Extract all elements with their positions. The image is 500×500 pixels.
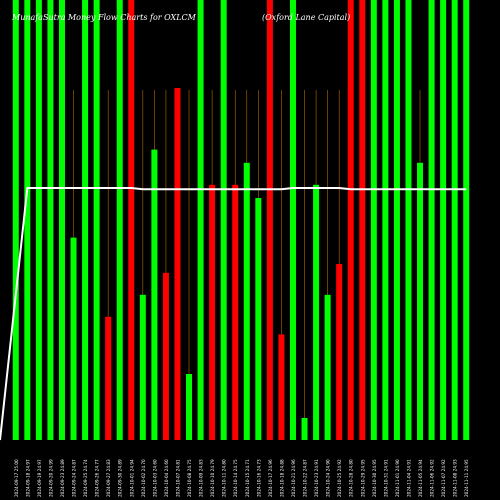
x-tick-label: 2024-10-30 24.95 <box>372 459 377 497</box>
x-tick-label: 2024-10-08 24.75 <box>187 459 192 497</box>
x-tick-label: 2024-09-27 24.83 <box>106 459 111 497</box>
bar-2024-10-18 <box>278 334 285 440</box>
bar-2024-10-11 <box>220 0 227 440</box>
bar-2024-11-08 <box>451 0 458 440</box>
x-tick-label: 2024-10-28 24.80 <box>349 459 354 497</box>
bar-2024-10-10 <box>209 184 216 440</box>
bar-2024-11-04 <box>405 0 412 440</box>
x-tick-label: 2024-11-01 24.90 <box>395 459 400 497</box>
bar-2024-10-07 <box>174 88 181 440</box>
bar-2024-09-25 <box>82 0 89 440</box>
bar-2024-10-14 <box>232 184 239 440</box>
x-tick-label: 2024-10-29 24.95 <box>360 459 365 497</box>
x-tick-label: 2024-10-04 24.60 <box>164 459 169 497</box>
x-tick-label: 2024-10-25 24.92 <box>337 459 342 497</box>
bar-2024-09-20 <box>47 0 54 440</box>
x-tick-label: 2024-11-06 24.92 <box>430 459 435 497</box>
bar-2024-10-24 <box>324 294 331 440</box>
bar-2024-10-22 <box>301 418 308 440</box>
x-tick-label: 2024-10-23 24.91 <box>314 459 319 497</box>
bar-2024-09-24 <box>70 237 77 440</box>
x-tick-label: 2024-11-04 24.91 <box>406 459 411 497</box>
price-line <box>0 187 467 441</box>
x-tick-label: 2024-09-18 24.97 <box>25 459 30 497</box>
x-tick-label: 2024-10-09 24.83 <box>199 459 204 497</box>
bar-2024-10-02 <box>139 294 146 440</box>
bar-2024-10-17 <box>266 0 273 440</box>
x-tick-label: 2024-11-08 24.93 <box>453 459 458 497</box>
bar-2024-10-21 <box>289 0 296 440</box>
bar-2024-09-23 <box>58 0 65 440</box>
x-tick-label: 2024-09-24 24.87 <box>72 459 77 497</box>
bar-2024-09-18 <box>24 0 31 440</box>
bar-2024-10-31 <box>382 0 389 440</box>
x-tick-label: 2024-10-18 24.88 <box>279 459 284 497</box>
x-tick-label: 2024-10-10 24.79 <box>210 459 215 497</box>
bar-2024-09-27 <box>105 316 112 440</box>
bar-2024-11-05 <box>417 162 424 441</box>
x-tick-label: 2024-09-25 24.74 <box>83 459 88 497</box>
x-tick-label: 2024-10-17 24.96 <box>268 459 273 497</box>
x-tick-label: 2024-09-20 24.99 <box>48 459 53 497</box>
x-tick-label: 2024-11-05 24.94 <box>418 459 423 497</box>
x-tick-label: 2024-11-11 24.95 <box>464 459 469 497</box>
x-tick-label: 2024-10-31 24.91 <box>383 459 388 497</box>
bar-2024-09-17 <box>12 0 19 440</box>
bar-2024-11-11 <box>463 0 470 440</box>
x-tick-label: 2024-10-21 24.96 <box>291 459 296 497</box>
bar-2024-10-30 <box>370 0 377 440</box>
x-tick-label: 2024-10-16 24.73 <box>256 459 261 497</box>
x-tick-label: 2024-09-19 24.97 <box>37 459 42 497</box>
chart-title: MunafaSutra Money Flow Charts for OXLCM <box>12 13 196 22</box>
bar-2024-10-09 <box>197 0 204 440</box>
bar-2024-10-28 <box>347 0 354 440</box>
x-tick-label: 2024-09-23 24.89 <box>60 459 65 497</box>
x-tick-label: 2024-10-07 24.81 <box>175 459 180 497</box>
bar-2024-10-25 <box>336 264 343 440</box>
x-tick-label: 2024-10-24 24.90 <box>326 459 331 497</box>
x-tick-label: 2024-10-14 24.75 <box>233 459 238 497</box>
bar-2024-10-04 <box>162 272 169 440</box>
bar-2024-09-30 <box>116 0 123 440</box>
bar-2024-10-16 <box>255 198 262 440</box>
bar-2024-11-06 <box>428 0 435 440</box>
x-tick-label: 2024-09-26 24.77 <box>95 459 100 497</box>
bar-2024-11-07 <box>440 0 447 440</box>
bar-2024-09-19 <box>35 0 42 440</box>
x-tick-label: 2024-11-07 24.92 <box>441 459 446 497</box>
bar-2024-10-08 <box>186 374 193 440</box>
x-tick-label: 2024-09-30 24.89 <box>118 459 123 497</box>
x-tick-label: 2024-10-11 24.80 <box>222 459 227 497</box>
x-tick-label: 2024-10-15 24.71 <box>245 459 250 497</box>
bar-2024-09-26 <box>93 0 100 440</box>
x-tick-label: 2024-10-03 24.60 <box>152 459 157 497</box>
bar-2024-10-23 <box>313 184 320 440</box>
bar-2024-11-01 <box>393 0 400 440</box>
x-tick-label: 2024-09-17 25.00 <box>14 459 19 497</box>
x-tick-label: 2024-10-02 24.70 <box>141 459 146 497</box>
x-tick-label: 2024-10-22 24.87 <box>303 459 308 497</box>
bar-2024-10-03 <box>151 149 158 440</box>
x-tick-label: 2024-10-01 24.94 <box>129 459 134 497</box>
bar-2024-10-01 <box>128 0 135 440</box>
bar-2024-10-29 <box>359 0 366 440</box>
company-name: (Oxford Lane Capital) <box>262 13 351 22</box>
bar-2024-10-15 <box>243 162 250 441</box>
